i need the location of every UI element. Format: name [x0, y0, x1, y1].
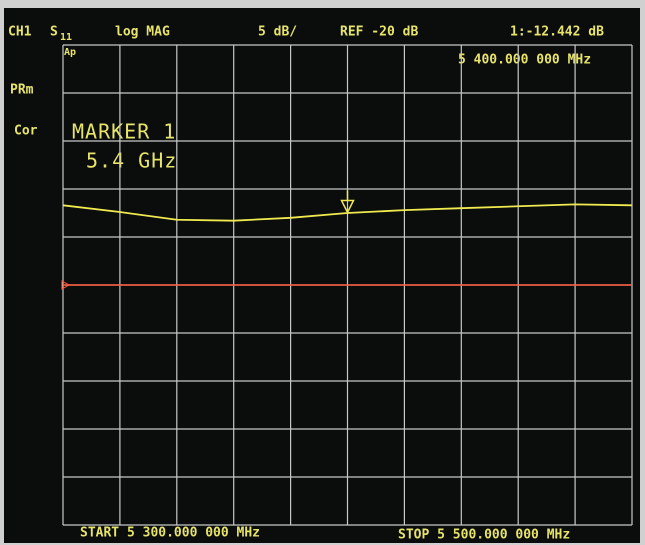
ref: REF -20 dB — [340, 25, 418, 40]
corner-label: Ap — [64, 47, 76, 58]
scale: 5 dB/ — [258, 25, 297, 40]
ref-pointer — [61, 280, 71, 290]
screen — [4, 8, 640, 543]
stop-label: STOP 5 500.000 000 MHz — [398, 528, 570, 543]
marker-freq: 5 400.000 000 MHz — [458, 53, 591, 68]
format: log MAG — [115, 25, 170, 40]
annotation: 5.4 GHz — [86, 149, 177, 173]
side-label: PRm — [10, 83, 34, 98]
annotation: MARKER 1 — [72, 120, 176, 144]
side-label: Cor — [14, 124, 38, 139]
marker-readout: 1:-12.442 dB — [510, 25, 604, 40]
channel: CH1 — [8, 25, 32, 40]
param: S — [50, 25, 58, 40]
param-sub: 11 — [60, 32, 72, 43]
start-label: START 5 300.000 000 MHz — [80, 526, 260, 541]
marker — [340, 190, 355, 215]
